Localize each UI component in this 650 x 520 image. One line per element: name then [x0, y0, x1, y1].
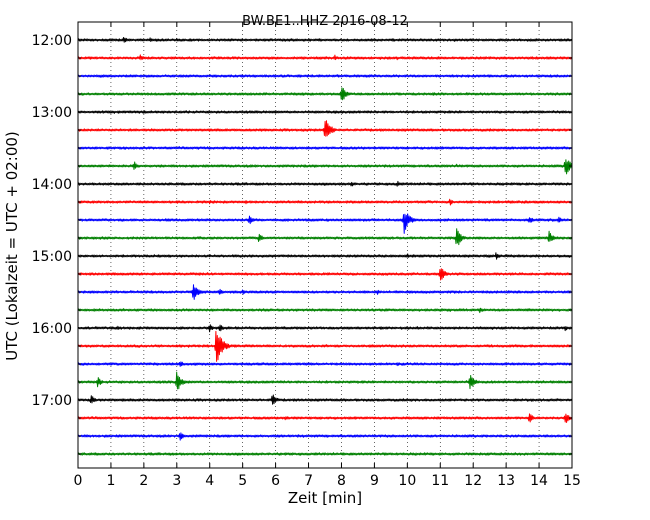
x-tick-label: 7: [304, 473, 313, 489]
axis-ticks: [77, 22, 573, 468]
x-tick-label: 13: [497, 473, 515, 489]
x-tick-label: 10: [398, 473, 416, 489]
x-tick-label: 11: [431, 473, 449, 489]
trace-line: [77, 371, 572, 390]
trace-line: [77, 252, 572, 260]
trace-line: [77, 120, 572, 137]
trace-line: [77, 180, 572, 187]
x-tick-label: 12: [464, 473, 482, 489]
trace-line: [77, 284, 572, 300]
trace-line: [77, 74, 572, 78]
traces: [77, 37, 572, 456]
y-tick-label: 13:00: [32, 105, 72, 121]
y-tick-label: 12:00: [32, 33, 72, 49]
x-tick-label: 15: [563, 473, 581, 489]
x-tick-label: 0: [74, 473, 83, 489]
trace-line: [77, 268, 572, 281]
plot-background: [78, 22, 572, 468]
x-axis-label: Zeit [min]: [288, 489, 362, 507]
trace-line: [77, 54, 572, 61]
plot-frame: [77, 21, 573, 469]
x-tick-label: 8: [337, 473, 346, 489]
chart-title: BW.BE1..HHZ 2016-08-12: [242, 14, 408, 29]
x-tick-label: 9: [370, 473, 379, 489]
trace-line: [77, 146, 572, 150]
y-tick-labels: 12:00 13:00 14:00 15:00 16:00 17:00: [32, 33, 72, 409]
x-tick-label: 1: [106, 473, 115, 489]
x-tick-label: 4: [205, 473, 214, 489]
y-axis-label: UTC (Lokalzeit = UTC + 02:00): [3, 131, 21, 361]
trace-line: [77, 198, 572, 206]
trace-line: [77, 228, 572, 246]
x-tick-label: 6: [271, 473, 280, 489]
y-tick-label: 17:00: [32, 393, 72, 409]
trace-line: [77, 307, 572, 314]
trace-line: [77, 452, 572, 456]
trace-line: [77, 330, 572, 362]
x-tick-label: 14: [530, 473, 548, 489]
trace-line: [77, 37, 572, 43]
trace-line: [77, 213, 572, 234]
trace-line: [77, 159, 572, 175]
trace-line: [77, 413, 572, 423]
x-tick-label: 3: [172, 473, 181, 489]
trace-line: [77, 324, 572, 333]
x-tick-labels: 0 1 2 3 4 5 6 7 8 9 10 11 12 13 14 15: [74, 473, 581, 489]
trace-line: [77, 361, 572, 367]
y-tick-label: 16:00: [32, 321, 72, 337]
trace-line: [77, 432, 572, 441]
trace-line: [77, 110, 572, 114]
x-tick-label: 2: [139, 473, 148, 489]
trace-line: [77, 87, 572, 101]
x-tick-label: 5: [238, 473, 247, 489]
y-tick-label: 15:00: [32, 249, 72, 265]
y-tick-label: 14:00: [32, 177, 72, 193]
trace-line: [77, 394, 572, 405]
